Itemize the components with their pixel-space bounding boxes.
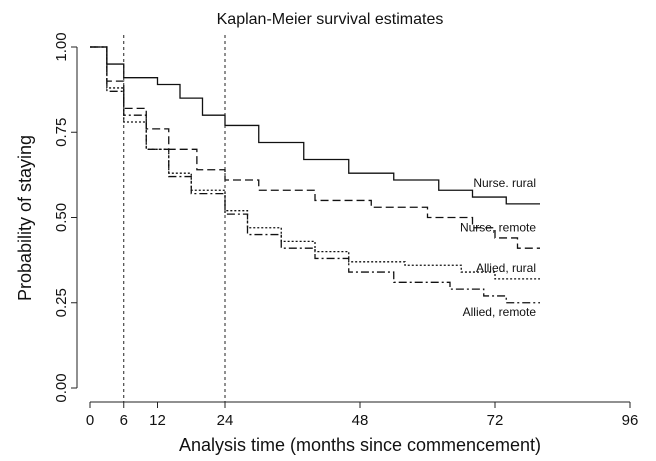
series-label: Nurse, remote	[460, 220, 536, 234]
x-tick-label: 24	[217, 412, 234, 429]
x-tick-label: 12	[149, 412, 166, 429]
survival-curve	[90, 46, 540, 205]
x-tick-label: 6	[120, 412, 128, 429]
y-tick-label: 1.00	[53, 32, 70, 61]
y-tick-label: 0.75	[53, 118, 70, 147]
chart-title: Kaplan-Meier survival estimates	[217, 11, 444, 28]
y-tick-label: 0.50	[53, 203, 70, 232]
x-tick-label: 96	[622, 412, 639, 429]
x-axis-label: Analysis time (months since commencement…	[179, 435, 541, 455]
y-tick-label: 0.25	[53, 288, 70, 317]
series-label: Allied, rural	[476, 261, 536, 275]
series-label: Nurse. rural	[473, 176, 536, 190]
x-tick-label: 48	[352, 412, 369, 429]
survival-curve	[90, 46, 540, 249]
x-tick-label: 0	[86, 412, 94, 429]
y-axis-label: Probability of staying	[15, 135, 35, 301]
survival-curve	[90, 46, 540, 304]
series-label: Allied, remote	[463, 305, 537, 319]
survival-curve	[90, 46, 540, 280]
y-tick-label: 0.00	[53, 373, 70, 402]
x-tick-label: 72	[487, 412, 504, 429]
